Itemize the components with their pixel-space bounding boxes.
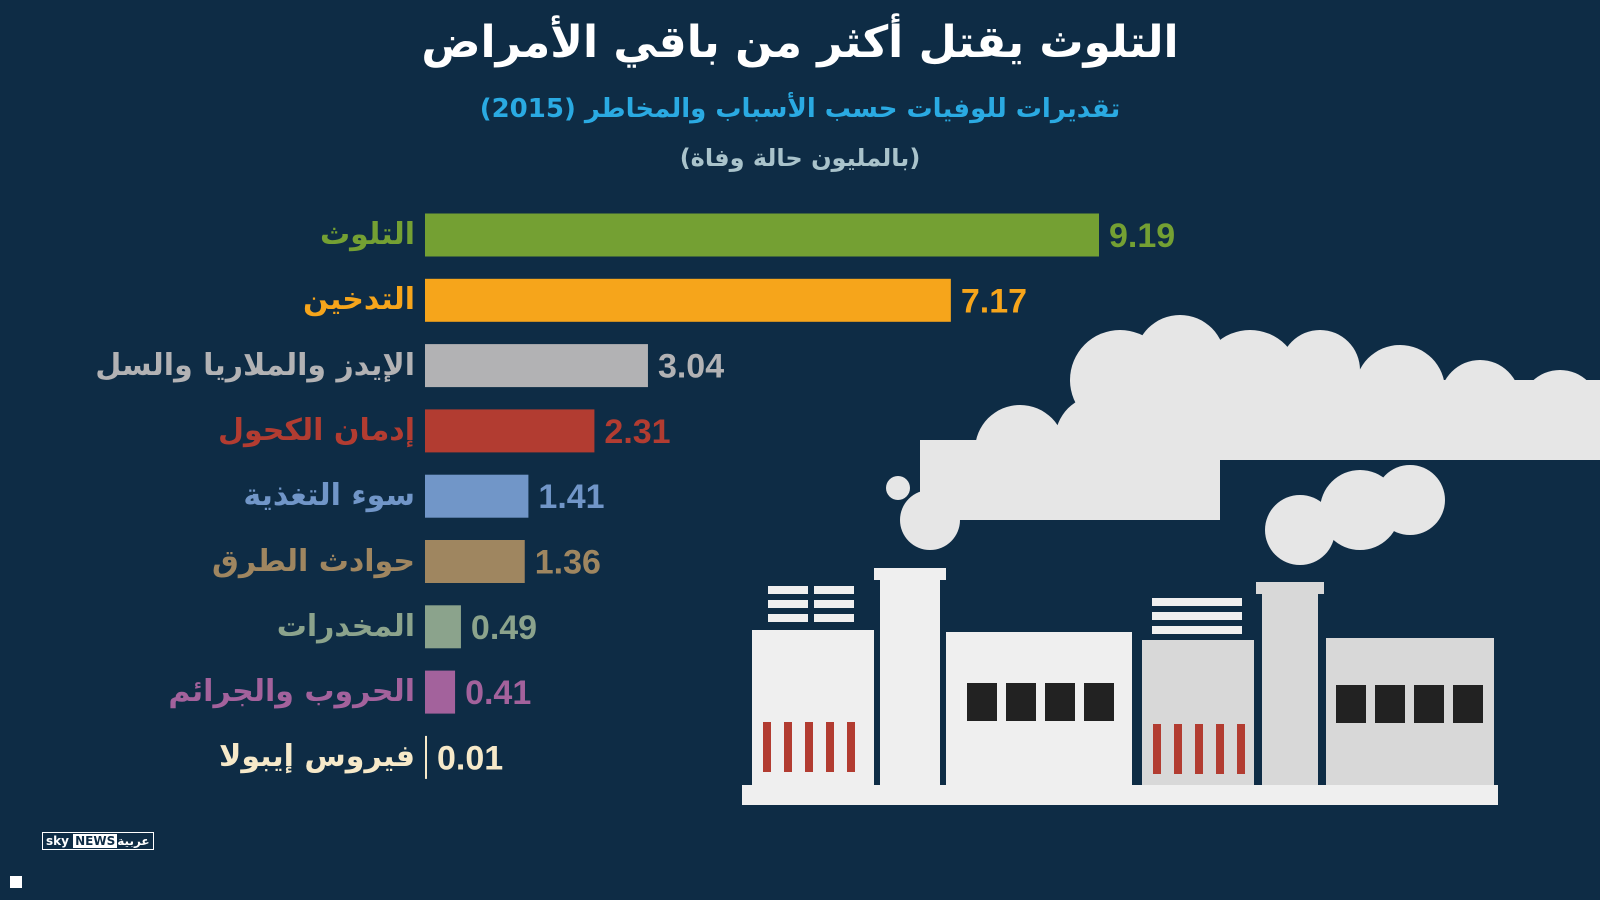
logo-sky: sky (46, 834, 69, 848)
category-label: سوء التغذية (243, 478, 415, 514)
category-label: المخدرات (276, 608, 415, 644)
bar (425, 735, 427, 779)
category-label: الحروب والجرائم (168, 674, 415, 710)
bar (425, 278, 951, 322)
value-label: 0.01 (437, 739, 503, 777)
bar (425, 213, 1099, 257)
factory-illustration (742, 315, 1600, 805)
bar (425, 344, 648, 388)
value-label: 0.41 (465, 674, 531, 712)
unit-label: (بالمليون حالة وفاة) (679, 144, 921, 172)
bar (425, 474, 529, 518)
value-label: 9.19 (1109, 217, 1175, 255)
category-label: الإيدز والملاريا والسل (95, 347, 415, 383)
chart-subtitle: تقديرات للوفيات حسب الأسباب والمخاطر (20… (479, 94, 1121, 124)
value-label: 2.31 (604, 413, 670, 451)
value-label: 1.41 (538, 478, 604, 516)
value-label: 3.04 (658, 348, 724, 386)
category-label: التلوث (320, 217, 415, 252)
sky-news-arabia-logo: sky NEWS عربية (42, 832, 154, 850)
value-label: 1.36 (535, 544, 601, 582)
logo-arabic: عربية (117, 834, 150, 848)
bar (425, 605, 461, 649)
logo-news: NEWS (73, 834, 118, 848)
chart-title: التلوث يقتل أكثر من باقي الأمراض (421, 17, 1179, 68)
corner-checkbox (10, 876, 22, 888)
category-label: إدمان الكحول (217, 412, 415, 448)
bar (425, 540, 525, 583)
bar (425, 409, 595, 453)
value-label: 0.49 (471, 609, 537, 647)
bar (425, 670, 456, 714)
category-label: فيروس إيبولا (219, 739, 415, 775)
category-label: التدخين (303, 282, 415, 318)
category-label: حوادث الطرق (212, 543, 415, 579)
value-label: 7.17 (961, 282, 1027, 320)
